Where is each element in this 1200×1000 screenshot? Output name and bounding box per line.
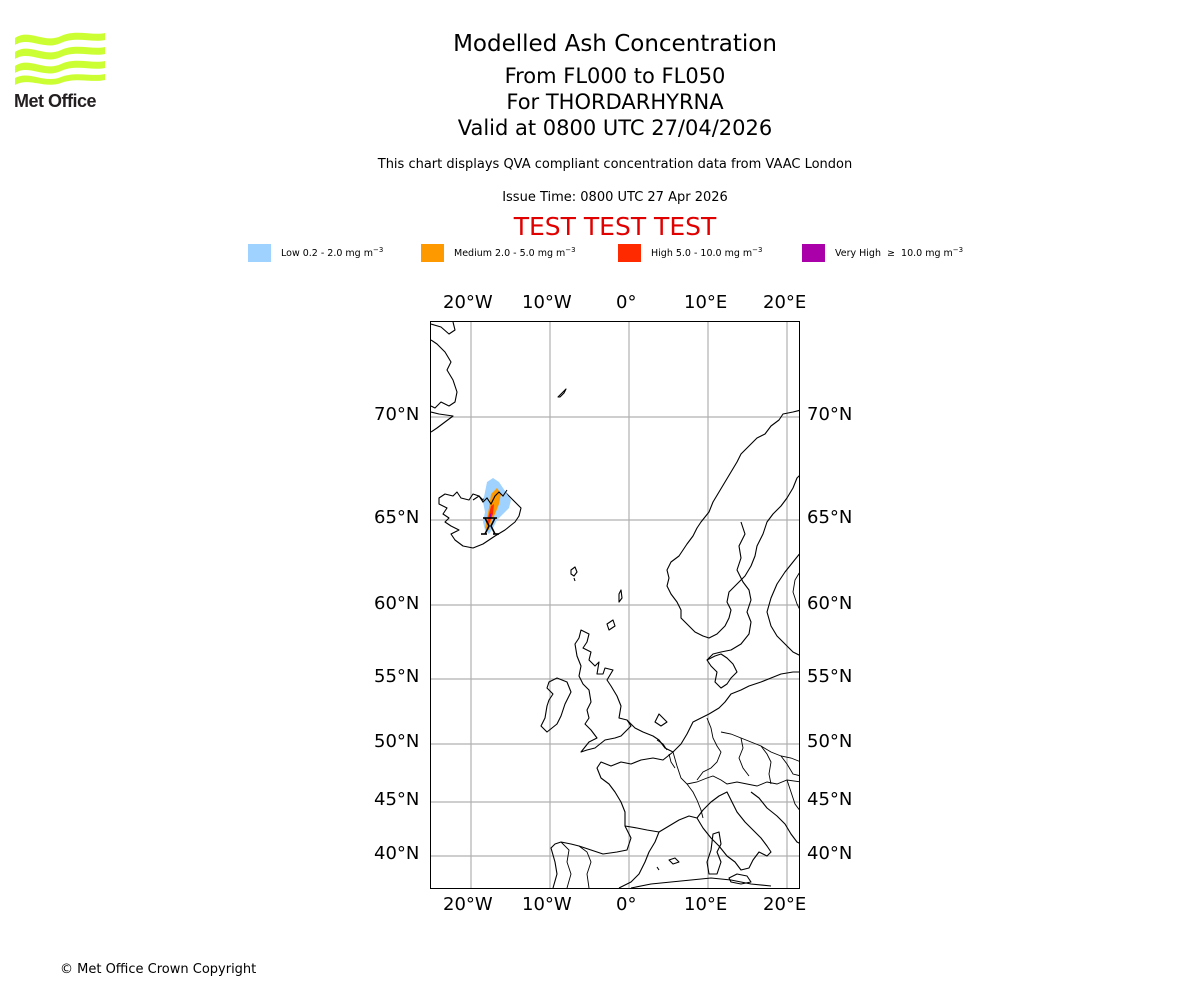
legend-item-high: High 5.0 - 10.0 mg m−3: [618, 244, 763, 262]
lat-label-left-70n: 70°N: [374, 404, 420, 425]
lat-label-right-70n: 70°N: [807, 404, 853, 425]
lon-label-top-0: 0°: [616, 292, 637, 313]
lat-label-left-65n: 65°N: [374, 507, 420, 528]
lon-label-bottom-10e: 10°E: [684, 894, 728, 915]
ash-plume: [483, 478, 511, 534]
lat-label-left-55n: 55°N: [374, 666, 420, 687]
concentration-legend: Low 0.2 - 2.0 mg m−3 Medium 2.0 - 5.0 mg…: [0, 244, 1200, 264]
lat-label-right-50n: 50°N: [807, 731, 853, 752]
volcano-name: For THORDARHYRNA: [506, 90, 724, 114]
legend-label-high: High 5.0 - 10.0 mg m−3: [651, 246, 763, 260]
legend-swatch-high: [618, 244, 641, 262]
lon-label-bottom-0: 0°: [616, 894, 637, 915]
lat-label-left-50n: 50°N: [374, 731, 420, 752]
lon-label-top-10e: 10°E: [684, 292, 728, 313]
lon-label-bottom-10w: 10°W: [522, 894, 572, 915]
legend-label-very-high: Very High ≥ 10.0 mg m−3: [835, 246, 964, 260]
lon-label-bottom-20w: 20°W: [443, 894, 493, 915]
legend-label-medium: Medium 2.0 - 5.0 mg m−3: [454, 246, 576, 260]
map-canvas: [431, 322, 799, 888]
ash-concentration-map[interactable]: [430, 321, 800, 889]
test-banner: TEST TEST TEST: [513, 212, 717, 241]
lon-label-top-10w: 10°W: [522, 292, 572, 313]
legend-swatch-very-high: [802, 244, 825, 262]
met-office-waves-icon: [15, 32, 105, 85]
iceland-glacier-outline: [472, 489, 508, 506]
lon-label-top-20w: 20°W: [443, 292, 493, 313]
lat-label-right-60n: 60°N: [807, 593, 853, 614]
lat-label-left-45n: 45°N: [374, 789, 420, 810]
legend-item-medium: Medium 2.0 - 5.0 mg m−3: [421, 244, 576, 262]
legend-item-low: Low 0.2 - 2.0 mg m−3: [248, 244, 383, 262]
borders: [560, 572, 799, 888]
lat-label-right-45n: 45°N: [807, 789, 853, 810]
legend-swatch-low: [248, 244, 271, 262]
copyright-notice: © Met Office Crown Copyright: [60, 962, 257, 977]
flight-level-range: From FL000 to FL050: [504, 64, 726, 88]
lat-label-right-65n: 65°N: [807, 507, 853, 528]
logo-text: Met Office: [14, 91, 97, 111]
met-office-logo: Met Office: [14, 30, 108, 112]
volcano-marker-icon: [481, 517, 499, 535]
lat-label-left-60n: 60°N: [374, 593, 420, 614]
chart-title: Modelled Ash Concentration: [453, 31, 777, 57]
valid-time: Valid at 0800 UTC 27/04/2026: [457, 116, 773, 140]
lat-label-right-40n: 40°N: [807, 843, 853, 864]
graticule: [431, 322, 799, 888]
lon-label-top-20e: 20°E: [763, 292, 807, 313]
legend-swatch-medium: [421, 244, 444, 262]
coastlines: [431, 322, 799, 888]
lat-label-right-55n: 55°N: [807, 666, 853, 687]
legend-item-very-high: Very High ≥ 10.0 mg m−3: [802, 244, 963, 262]
lon-label-bottom-20e: 20°E: [763, 894, 807, 915]
issue-time: Issue Time: 0800 UTC 27 Apr 2026: [502, 190, 728, 205]
lat-label-left-40n: 40°N: [374, 843, 420, 864]
legend-label-low: Low 0.2 - 2.0 mg m−3: [281, 246, 384, 260]
chart-description: This chart displays QVA compliant concen…: [377, 157, 853, 172]
